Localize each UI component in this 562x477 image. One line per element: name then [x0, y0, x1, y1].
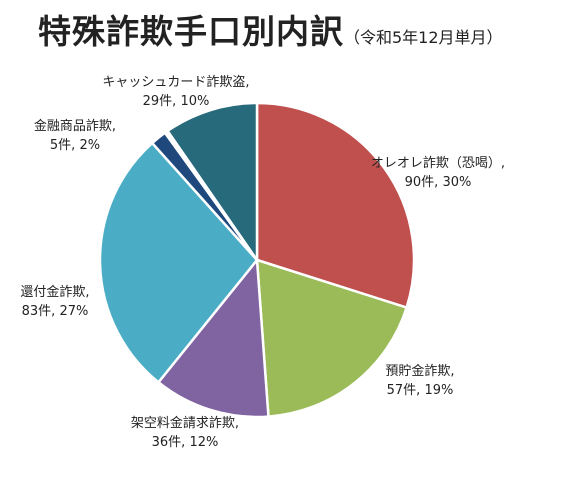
slice-label-name: 預貯金詐欺, [385, 363, 454, 379]
pie-slice [255, 258, 408, 418]
pie-slice [98, 141, 259, 384]
slice-label: 金融商品詐欺, 5件, 2% [34, 118, 116, 153]
slice-label: オレオレ詐欺（恐喝）, 90件, 30% [371, 155, 505, 190]
chart-subtitle: （令和5年12月単月） [344, 28, 503, 47]
pie-slice [255, 101, 416, 309]
slice-labels: オレオレ詐欺（恐喝）, 90件, 30% 預貯金詐欺, 57件, 19% 架空料金請求詐… [20, 74, 505, 450]
slice-label-value: 5件, 2% [50, 138, 100, 153]
slice-label-name: キャッシュカード詐欺盗, [102, 74, 249, 90]
slice-label-name: 金融商品詐欺, [34, 118, 116, 134]
slice-label-value: 57件, 19% [387, 383, 454, 398]
slice-label-value: 83件, 27% [22, 304, 89, 319]
slice-label-value: 36件, 12% [152, 435, 219, 450]
chart-title: 特殊詐欺手口別内訳（令和5年12月単月） [38, 12, 503, 58]
slice-label: 架空料金請求詐欺, 36件, 12% [131, 415, 239, 450]
slice-label: 預貯金詐欺, 57件, 19% [385, 363, 454, 398]
slice-label: 還付金詐欺, 83件, 27% [20, 284, 89, 319]
pie-slices [98, 101, 416, 419]
slice-label-name: 架空料金請求詐欺, [131, 415, 239, 431]
slice-label: キャッシュカード詐欺盗, 29件, 10% [102, 74, 249, 109]
pie-slice [166, 101, 259, 262]
pie-slice [157, 258, 270, 419]
slice-label-name: 還付金詐欺, [20, 284, 89, 300]
slice-label-name: オレオレ詐欺（恐喝）, [371, 155, 505, 171]
chart-title-main: 特殊詐欺手口別内訳 [38, 12, 344, 51]
slice-label-value: 29件, 10% [143, 94, 210, 109]
slice-label-value: 90件, 30% [405, 175, 472, 190]
